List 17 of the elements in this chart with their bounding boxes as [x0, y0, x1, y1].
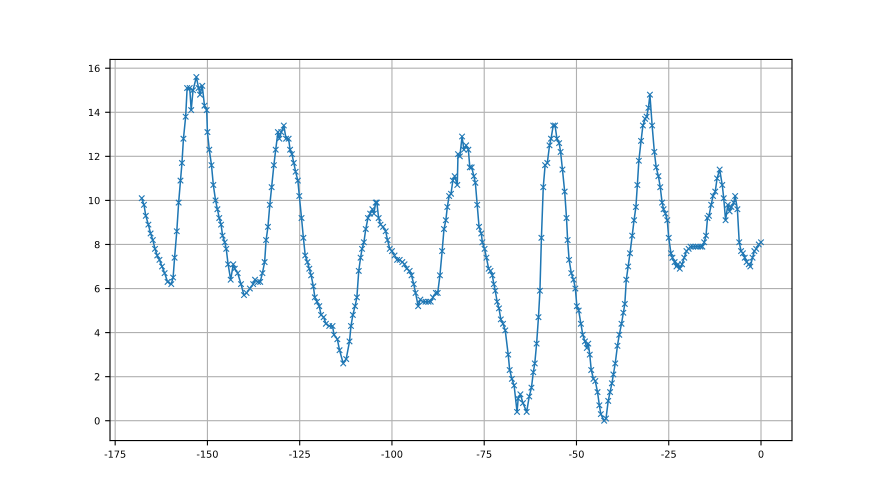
- x-tick-label: -50: [569, 450, 584, 458]
- y-tick-label: 2: [94, 373, 100, 380]
- y-tick-label: 16: [88, 64, 100, 72]
- y-tick-label: 12: [88, 152, 100, 160]
- y-tick-label: 4: [94, 329, 100, 336]
- x-tick-label: -75: [476, 450, 492, 458]
- y-tick-label: 14: [88, 108, 100, 116]
- x-tick-label: -150: [196, 450, 218, 458]
- y-tick-label: 8: [94, 240, 100, 248]
- y-tick-label: 10: [88, 196, 100, 204]
- x-tick-label: -100: [381, 450, 402, 458]
- y-tick-label: 6: [94, 285, 100, 292]
- x-tick-label: -175: [104, 450, 126, 458]
- x-tick-label: -125: [289, 450, 310, 458]
- x-tick-label: -25: [661, 450, 676, 458]
- x-tick-label: 0: [758, 450, 764, 458]
- y-tick-label: 0: [94, 417, 100, 425]
